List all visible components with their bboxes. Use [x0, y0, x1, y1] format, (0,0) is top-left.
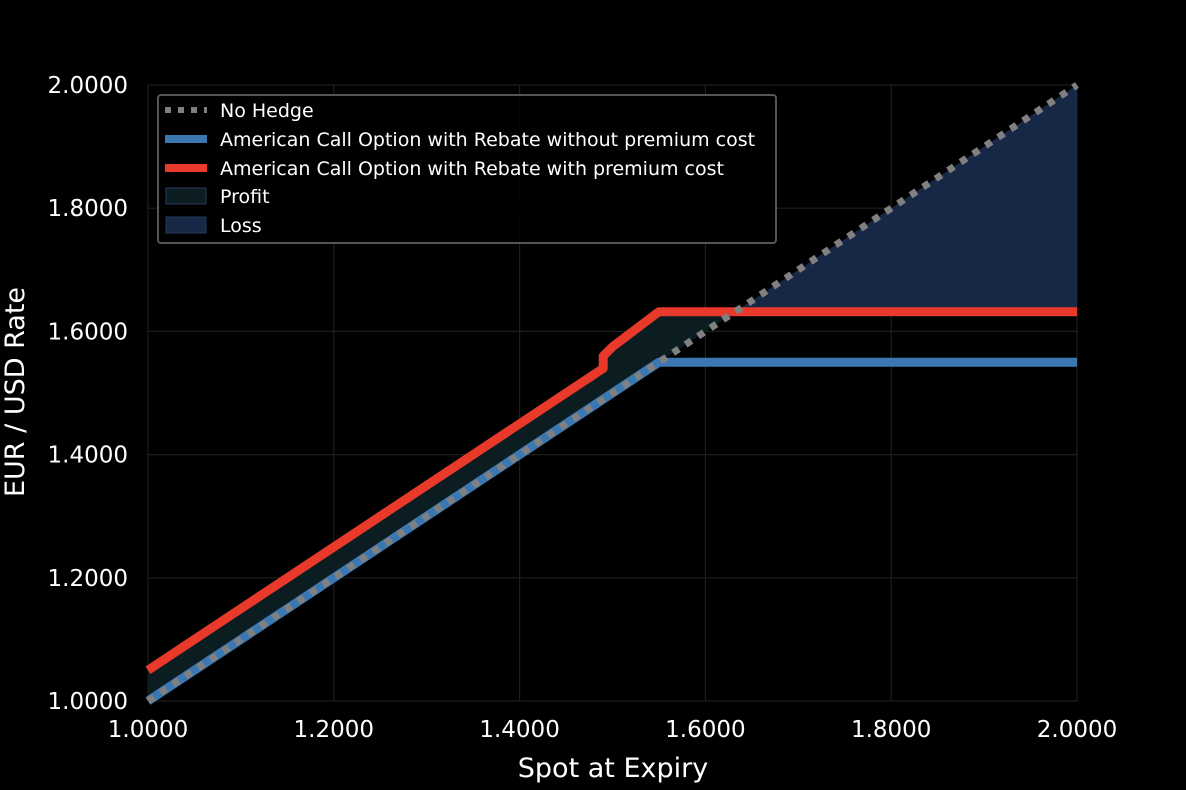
x-tick-label: 2.0000 — [1037, 717, 1117, 743]
legend: No Hedge American Call Option with Rebate… — [157, 94, 777, 244]
y-tick-label: 2.0000 — [48, 73, 128, 99]
legend-swatch-4 — [165, 216, 207, 234]
x-tick-label: 1.6000 — [665, 717, 745, 743]
legend-label: American Call Option with Rebate without… — [220, 129, 755, 151]
x-tick-label: 1.2000 — [294, 717, 374, 743]
x-axis-ticks: 1.0000 1.2000 1.4000 1.6000 1.8000 2.0000 — [108, 717, 1117, 743]
y-tick-label: 1.8000 — [48, 196, 128, 222]
legend-label: American Call Option with Rebate with pr… — [220, 158, 724, 180]
x-axis-label: Spot at Expiry — [518, 753, 708, 784]
legend-label: No Hedge — [220, 100, 314, 122]
legend-swatch-3 — [165, 187, 207, 205]
x-tick-label: 1.0000 — [108, 717, 188, 743]
series-line-2 — [145, 307, 1077, 674]
series-line-1 — [145, 357, 1077, 705]
y-tick-label: 1.4000 — [48, 443, 128, 469]
x-tick-label: 1.4000 — [479, 717, 559, 743]
y-axis-ticks: 1.0000 1.2000 1.4000 1.6000 1.8000 2.0000 — [48, 73, 128, 715]
fill-loss — [735, 85, 1077, 312]
y-axis-label: EUR / USD Rate — [0, 287, 31, 497]
series-line-0 — [146, 82, 1079, 704]
x-tick-label: 1.8000 — [851, 717, 931, 743]
y-tick-label: 1.6000 — [48, 319, 128, 345]
legend-label: Loss — [220, 215, 262, 237]
y-tick-label: 1.2000 — [48, 566, 128, 592]
series-lines — [145, 82, 1079, 705]
legend-frame — [157, 94, 777, 244]
y-tick-label: 1.0000 — [48, 689, 128, 715]
legend-label: Profit — [220, 186, 270, 208]
